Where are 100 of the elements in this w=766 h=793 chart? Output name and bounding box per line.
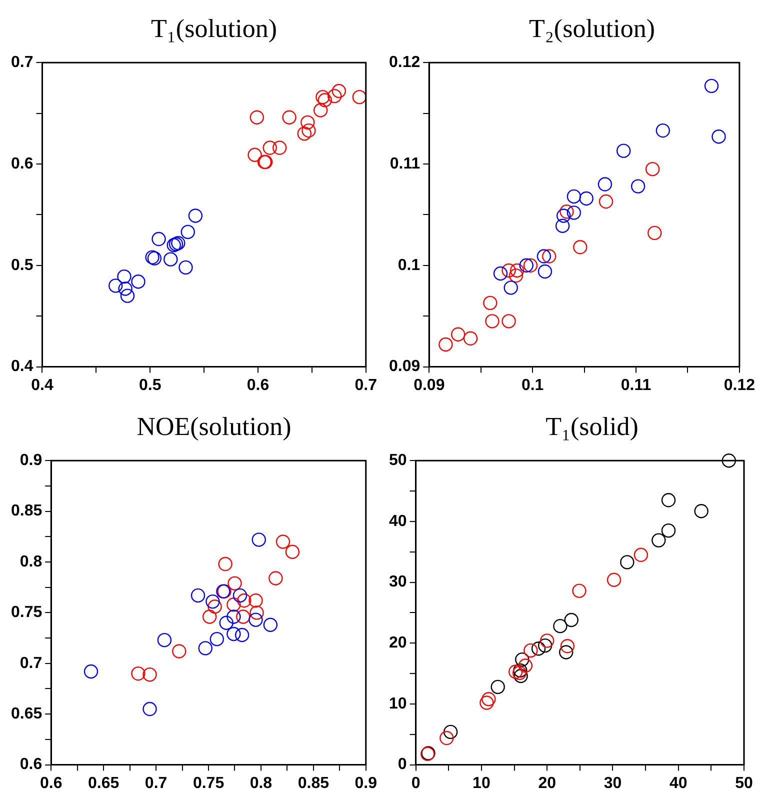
point: [598, 194, 614, 209]
point: [661, 523, 676, 538]
x-tick-label: 40: [669, 774, 688, 792]
x-tick-label: 0.4: [31, 376, 54, 394]
point: [598, 177, 612, 192]
point: [327, 88, 342, 104]
y-tick-label: 0.5: [10, 256, 34, 274]
y-tick-label: 0.7: [20, 654, 42, 672]
point: [536, 249, 552, 264]
point: [553, 618, 568, 634]
point: [502, 314, 516, 328]
y-tick-label: 0.6: [20, 756, 42, 774]
point: [463, 331, 478, 346]
point: [297, 126, 312, 141]
x-tick-label: 0.7: [354, 376, 378, 394]
x-tick-label: 0.1: [521, 376, 544, 394]
point: [440, 730, 454, 746]
point: [352, 90, 367, 104]
point: [443, 724, 458, 740]
point: [142, 702, 157, 716]
y-tick-label: 0.75: [11, 604, 42, 622]
point: [172, 644, 186, 658]
point: [542, 249, 556, 264]
point: [573, 240, 588, 254]
point: [515, 652, 530, 667]
point: [559, 645, 574, 660]
point: [157, 632, 172, 648]
point: [519, 258, 534, 272]
y-tick-label: 0.85: [11, 502, 42, 520]
x-tick-label: 0.65: [88, 774, 120, 792]
point: [198, 641, 212, 656]
point: [263, 618, 278, 632]
point: [634, 548, 648, 562]
point: [712, 130, 726, 144]
x-tick-label: 30: [604, 774, 622, 792]
point: [236, 610, 250, 624]
point: [234, 628, 250, 642]
point: [108, 278, 123, 293]
point: [219, 616, 234, 630]
point: [661, 493, 676, 508]
y-tick-label: 20: [389, 634, 407, 652]
point: [190, 588, 206, 603]
point: [538, 264, 552, 279]
point: [206, 594, 220, 609]
point: [504, 280, 518, 295]
x-tick-label: 0.6: [40, 774, 62, 792]
point: [648, 226, 662, 240]
point: [451, 327, 466, 342]
point: [248, 593, 263, 608]
point: [145, 250, 160, 264]
point: [262, 140, 277, 155]
point: [248, 148, 262, 162]
point: [131, 666, 146, 681]
y-tick-label: 0.1: [398, 256, 420, 274]
point: [232, 588, 248, 603]
point: [502, 263, 516, 278]
point: [188, 208, 203, 223]
point: [180, 224, 195, 240]
point: [555, 218, 570, 233]
y-tick-label: 0.7: [10, 54, 34, 72]
x-tick-label: 0.5: [138, 376, 162, 394]
y-tick-label: 0.4: [10, 358, 34, 376]
x-tick-label: 0.9: [354, 774, 378, 792]
point: [313, 103, 328, 118]
point: [616, 144, 631, 158]
point: [131, 274, 146, 289]
point: [252, 532, 266, 547]
point: [318, 93, 332, 108]
point: [142, 667, 157, 682]
point: [218, 556, 232, 572]
point: [508, 664, 523, 679]
point: [523, 258, 538, 272]
point: [237, 593, 252, 608]
point: [630, 179, 646, 194]
y-tick-label: 0.65: [11, 706, 42, 723]
point: [606, 572, 622, 587]
point: [694, 504, 708, 518]
point: [510, 263, 524, 278]
x-tick-label: 0.09: [414, 376, 445, 394]
point: [508, 268, 524, 283]
point: [118, 282, 132, 296]
x-tick-label: 0.8: [250, 774, 272, 792]
point: [208, 600, 222, 614]
point: [485, 314, 500, 328]
point: [540, 634, 554, 648]
point: [480, 696, 494, 710]
point: [250, 110, 264, 124]
y-tick-label: 0.09: [389, 358, 420, 376]
point: [300, 115, 315, 130]
y-tick-label: 10: [389, 695, 407, 712]
point: [152, 232, 166, 246]
point: [147, 251, 162, 266]
point: [285, 544, 300, 559]
point: [566, 189, 582, 204]
chart-title: T₁(solid): [544, 411, 640, 443]
point: [226, 597, 241, 612]
point: [250, 606, 264, 620]
point: [704, 78, 719, 94]
point: [518, 658, 533, 673]
point: [493, 266, 508, 281]
